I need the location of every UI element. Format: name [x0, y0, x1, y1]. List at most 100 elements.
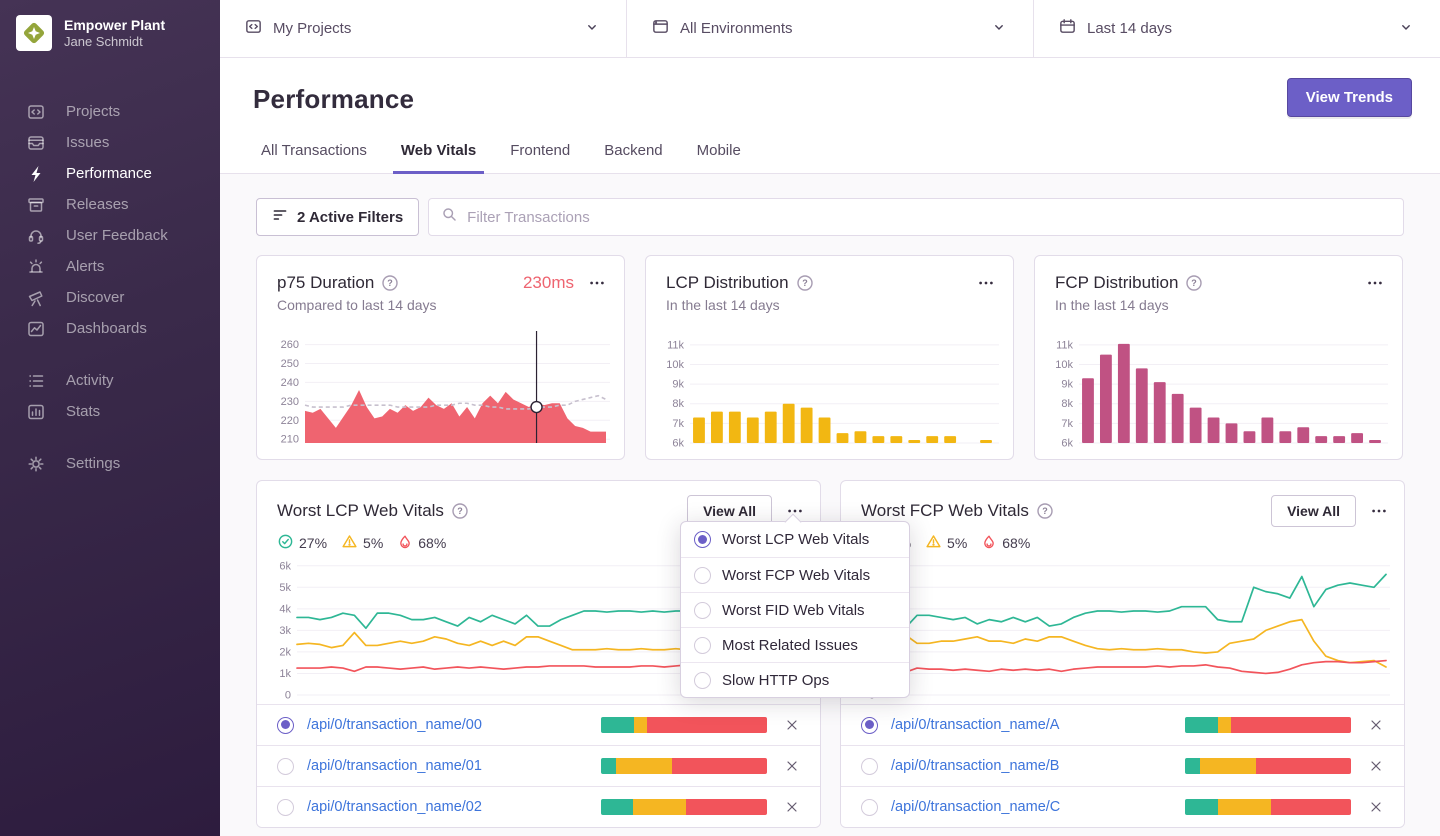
transaction-radio[interactable] — [277, 758, 294, 775]
card-menu-ellipsis-icon[interactable] — [977, 274, 995, 292]
project-filter-select[interactable]: My Projects — [220, 0, 626, 57]
transaction-radio[interactable] — [861, 799, 878, 816]
transaction-link[interactable]: /api/0/transaction_name/01 — [307, 758, 601, 774]
lcp-distribution-card: LCP Distribution ? In the last 14 days 1… — [645, 255, 1014, 460]
calendar-icon — [1058, 17, 1077, 40]
fcp-distribution-chart[interactable]: 11k10k9k8k7k6k — [1045, 329, 1390, 451]
transaction-link[interactable]: /api/0/transaction_name/00 — [307, 717, 601, 733]
svg-text:?: ? — [802, 278, 808, 288]
help-icon[interactable]: ? — [452, 503, 468, 519]
sidebar-item-stats[interactable]: Stats — [0, 396, 220, 427]
stats-icon — [26, 402, 46, 422]
svg-text:?: ? — [388, 278, 394, 288]
svg-text:7k: 7k — [1061, 418, 1073, 430]
card-subtitle: In the last 14 days — [646, 293, 1013, 313]
card-title: Worst FCP Web Vitals — [861, 501, 1029, 521]
p75-duration-chart[interactable]: 260250240230220210 — [267, 329, 612, 451]
sidebar-item-issues[interactable]: Issues — [0, 127, 220, 158]
svg-text:5k: 5k — [279, 582, 291, 594]
sidebar-item-user-feedback[interactable]: User Feedback — [0, 220, 220, 251]
help-icon[interactable]: ? — [1037, 503, 1053, 519]
transaction-radio[interactable] — [861, 758, 878, 775]
sidebar-item-label: User Feedback — [66, 227, 168, 244]
svg-text:230: 230 — [281, 396, 299, 408]
tab-frontend[interactable]: Frontend — [502, 142, 578, 174]
tab-web-vitals[interactable]: Web Vitals — [393, 142, 484, 174]
close-icon[interactable] — [784, 799, 800, 815]
menu-radio — [694, 567, 711, 584]
releases-icon — [26, 195, 46, 215]
table-row: /api/0/transaction_name/00 — [257, 704, 820, 745]
vitals-distribution-bar — [601, 799, 767, 815]
svg-text:?: ? — [457, 506, 463, 516]
projects-icon — [26, 102, 46, 122]
transaction-radio[interactable] — [277, 717, 294, 734]
transaction-radio[interactable] — [277, 799, 294, 816]
card-title: LCP Distribution — [666, 273, 789, 293]
close-icon[interactable] — [1368, 717, 1384, 733]
tab-all-transactions[interactable]: All Transactions — [253, 142, 375, 174]
sidebar-item-label: Alerts — [66, 258, 104, 275]
view-all-button[interactable]: View All — [1271, 495, 1356, 527]
svg-text:11k: 11k — [667, 339, 684, 351]
help-icon[interactable]: ? — [797, 275, 813, 291]
help-icon[interactable]: ? — [382, 275, 398, 291]
sidebar-item-dashboards[interactable]: Dashboards — [0, 313, 220, 344]
lcp-distribution-chart[interactable]: 11k10k9k8k7k6k — [656, 329, 1001, 451]
org-name: Empower Plant — [64, 16, 165, 34]
tab-mobile[interactable]: Mobile — [689, 142, 749, 174]
environment-filter-select[interactable]: All Environments — [626, 0, 1033, 57]
worst-fcp-chart[interactable]: 6k5k4k3k2k1k0 — [849, 547, 1392, 703]
menu-item-slow-http-ops[interactable]: Slow HTTP Ops — [681, 662, 909, 697]
card-menu-ellipsis-icon[interactable] — [588, 274, 606, 292]
help-icon[interactable]: ? — [1186, 275, 1202, 291]
close-icon[interactable] — [1368, 799, 1384, 815]
menu-item-worst-lcp[interactable]: Worst LCP Web Vitals — [681, 522, 909, 557]
vitals-distribution-bar — [1185, 717, 1351, 733]
sidebar-item-label: Stats — [66, 403, 100, 420]
card-menu-ellipsis-icon[interactable] — [1366, 274, 1384, 292]
close-icon[interactable] — [1368, 758, 1384, 774]
transaction-search[interactable] — [428, 198, 1404, 236]
tab-backend[interactable]: Backend — [596, 142, 670, 174]
sidebar-item-label: Discover — [66, 289, 124, 306]
svg-text:220: 220 — [281, 415, 299, 427]
sidebar-item-projects[interactable]: Projects — [0, 96, 220, 127]
view-trends-button[interactable]: View Trends — [1287, 78, 1412, 117]
menu-item-most-related-issues[interactable]: Most Related Issues — [681, 627, 909, 662]
environment-filter-value: All Environments — [680, 20, 793, 37]
search-input[interactable] — [467, 209, 1391, 226]
menu-item-worst-fcp[interactable]: Worst FCP Web Vitals — [681, 557, 909, 592]
search-icon — [441, 206, 458, 228]
sidebar-item-discover[interactable]: Discover — [0, 282, 220, 313]
date-range-select[interactable]: Last 14 days — [1033, 0, 1440, 57]
transaction-link[interactable]: /api/0/transaction_name/B — [891, 758, 1185, 774]
transaction-radio[interactable] — [861, 717, 878, 734]
discover-icon — [26, 288, 46, 308]
menu-radio — [694, 672, 711, 689]
transaction-list: /api/0/transaction_name/00 /api/0/transa… — [257, 704, 820, 827]
menu-item-label: Slow HTTP Ops — [722, 672, 829, 689]
user-feedback-icon — [26, 226, 46, 246]
sidebar-item-alerts[interactable]: Alerts — [0, 251, 220, 282]
menu-item-worst-fid[interactable]: Worst FID Web Vitals — [681, 592, 909, 627]
sidebar-item-label: Settings — [66, 455, 120, 472]
sidebar-nav: Projects Issues Performance Releases Use… — [0, 96, 220, 479]
org-switcher[interactable]: Empower Plant Jane Schmidt — [0, 0, 220, 66]
active-filters-button[interactable]: 2 Active Filters — [256, 198, 419, 236]
sidebar-item-performance[interactable]: Performance — [0, 158, 220, 189]
sidebar-item-settings[interactable]: Settings — [0, 448, 220, 479]
sidebar: Empower Plant Jane Schmidt Projects Issu… — [0, 0, 220, 836]
tabs: All Transactions Web Vitals Frontend Bac… — [253, 142, 767, 174]
svg-text:?: ? — [1042, 506, 1048, 516]
sidebar-item-activity[interactable]: Activity — [0, 365, 220, 396]
close-icon[interactable] — [784, 758, 800, 774]
close-icon[interactable] — [784, 717, 800, 733]
card-menu-ellipsis-icon[interactable] — [1370, 502, 1388, 520]
transaction-link[interactable]: /api/0/transaction_name/C — [891, 799, 1185, 815]
svg-text:6k: 6k — [1061, 438, 1073, 450]
sidebar-item-releases[interactable]: Releases — [0, 189, 220, 220]
transaction-link[interactable]: /api/0/transaction_name/A — [891, 717, 1185, 733]
svg-text:250: 250 — [281, 358, 299, 370]
transaction-link[interactable]: /api/0/transaction_name/02 — [307, 799, 601, 815]
